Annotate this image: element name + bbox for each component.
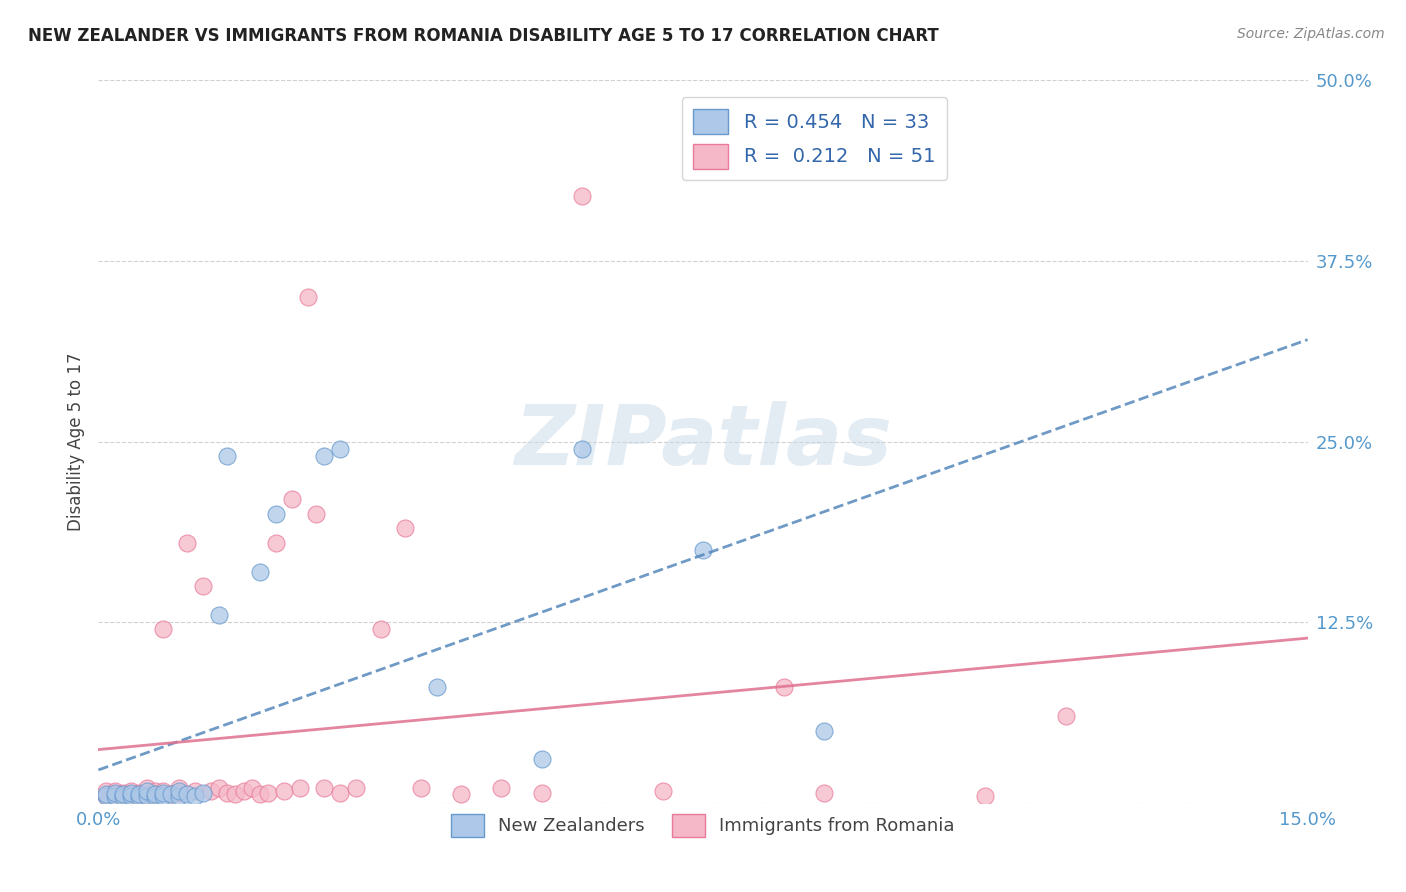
Point	[152, 784, 174, 798]
Point	[974, 789, 997, 803]
Point	[491, 781, 513, 796]
Point	[143, 787, 166, 801]
Point	[426, 680, 449, 694]
Point	[249, 787, 271, 801]
Point	[128, 789, 150, 803]
Point	[111, 789, 134, 803]
Point	[264, 535, 287, 549]
Point	[208, 607, 231, 622]
Point	[772, 680, 794, 694]
Point	[96, 789, 118, 803]
Point	[409, 781, 432, 796]
Y-axis label: Disability Age 5 to 17: Disability Age 5 to 17	[66, 352, 84, 531]
Point	[128, 790, 150, 805]
Point	[111, 790, 134, 805]
Point	[1054, 709, 1077, 723]
Point	[152, 623, 174, 637]
Point	[96, 784, 118, 798]
Point	[217, 449, 239, 463]
Point	[143, 787, 166, 801]
Point	[152, 789, 174, 803]
Point	[184, 784, 207, 798]
Point	[240, 781, 263, 796]
Legend: New Zealanders, Immigrants from Romania: New Zealanders, Immigrants from Romania	[444, 806, 962, 845]
Point	[200, 784, 222, 798]
Point	[103, 784, 125, 798]
Point	[370, 623, 392, 637]
Point	[314, 449, 336, 463]
Point	[96, 789, 118, 803]
Point	[120, 789, 142, 803]
Point	[571, 189, 593, 203]
Point	[571, 442, 593, 456]
Point	[651, 784, 673, 798]
Point	[314, 781, 336, 796]
Point	[288, 781, 311, 796]
Point	[281, 492, 304, 507]
Point	[224, 787, 246, 801]
Point	[143, 790, 166, 805]
Point	[530, 752, 553, 766]
Text: Source: ZipAtlas.com: Source: ZipAtlas.com	[1237, 27, 1385, 41]
Point	[193, 579, 215, 593]
Point	[264, 507, 287, 521]
Point	[167, 786, 190, 800]
Point	[305, 507, 328, 521]
Text: ZIPatlas: ZIPatlas	[515, 401, 891, 482]
Point	[217, 786, 239, 800]
Point	[692, 542, 714, 557]
Point	[128, 786, 150, 800]
Point	[256, 786, 278, 800]
Point	[135, 789, 157, 803]
Text: NEW ZEALANDER VS IMMIGRANTS FROM ROMANIA DISABILITY AGE 5 TO 17 CORRELATION CHAR: NEW ZEALANDER VS IMMIGRANTS FROM ROMANIA…	[28, 27, 939, 45]
Point	[167, 781, 190, 796]
Point	[208, 781, 231, 796]
Point	[329, 786, 352, 800]
Point	[160, 787, 183, 801]
Point	[120, 786, 142, 800]
Point	[103, 789, 125, 803]
Point	[96, 787, 118, 801]
Point	[167, 789, 190, 803]
Point	[111, 786, 134, 800]
Point	[103, 786, 125, 800]
Point	[120, 784, 142, 798]
Point	[329, 442, 352, 456]
Point	[344, 781, 367, 796]
Point	[135, 789, 157, 803]
Point	[120, 787, 142, 801]
Point	[176, 787, 198, 801]
Point	[394, 521, 416, 535]
Point	[135, 781, 157, 796]
Point	[176, 535, 198, 549]
Point	[232, 784, 254, 798]
Point	[450, 787, 472, 801]
Point	[167, 784, 190, 798]
Point	[273, 784, 295, 798]
Point	[249, 565, 271, 579]
Point	[184, 789, 207, 803]
Point	[152, 786, 174, 800]
Point	[530, 786, 553, 800]
Point	[128, 787, 150, 801]
Point	[103, 787, 125, 801]
Point	[813, 723, 835, 738]
Point	[143, 784, 166, 798]
Point	[160, 787, 183, 801]
Point	[193, 786, 215, 800]
Point	[111, 787, 134, 801]
Point	[813, 786, 835, 800]
Point	[135, 784, 157, 798]
Point	[297, 290, 319, 304]
